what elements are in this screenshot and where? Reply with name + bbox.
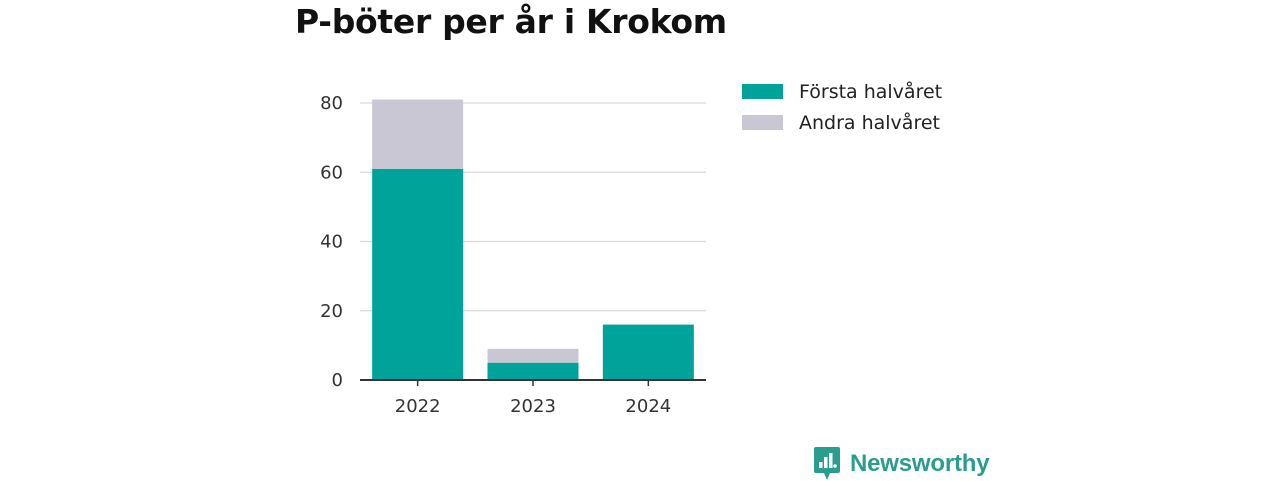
legend-item-first-half: Första halvåret bbox=[742, 76, 942, 107]
chart-legend: Första halvåret Andra halvåret bbox=[742, 76, 942, 138]
chart-title: P-böter per år i Krokom bbox=[295, 2, 727, 41]
legend-swatch-first-half bbox=[742, 84, 783, 99]
legend-swatch-second-half bbox=[742, 115, 783, 130]
y-tick-label: 20 bbox=[320, 301, 343, 322]
bar-first-half-2023 bbox=[487, 362, 579, 380]
brand-logo: Newsworthy bbox=[814, 447, 990, 481]
x-tick-label: 2024 bbox=[625, 396, 671, 417]
bar-first-half-2024 bbox=[602, 324, 694, 380]
bar-second-half-2022 bbox=[372, 99, 464, 169]
brand-name: Newsworthy bbox=[850, 450, 990, 477]
bar-first-half-2022 bbox=[372, 168, 464, 380]
legend-label-first-half: Första halvåret bbox=[799, 80, 943, 103]
y-tick-label: 60 bbox=[320, 162, 343, 183]
legend-item-second-half: Andra halvåret bbox=[742, 107, 942, 138]
newsworthy-logo-icon bbox=[814, 447, 840, 480]
legend-label-second-half: Andra halvåret bbox=[799, 111, 940, 134]
x-tick-label: 2023 bbox=[510, 396, 556, 417]
bar-second-half-2023 bbox=[487, 348, 579, 363]
y-tick-label: 80 bbox=[320, 93, 343, 114]
y-tick-label: 40 bbox=[320, 232, 343, 253]
x-tick-label: 2022 bbox=[395, 396, 441, 417]
y-tick-label: 0 bbox=[332, 370, 343, 391]
